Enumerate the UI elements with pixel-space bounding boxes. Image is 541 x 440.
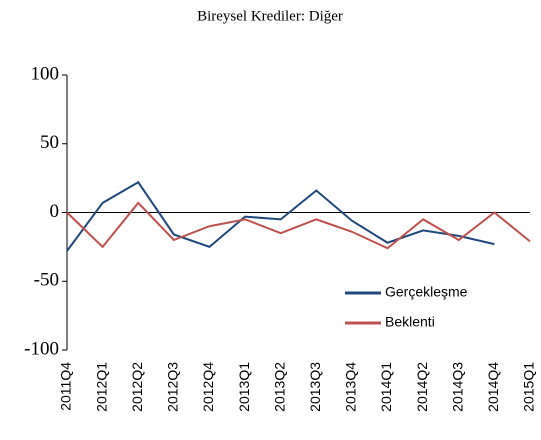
y-tick-label: 50 [40, 132, 59, 153]
x-tick-label: 2012Q1 [93, 362, 109, 412]
x-tick-label: 2014Q2 [414, 362, 430, 412]
chart-title: Bireysel Krediler: Diğer [197, 8, 343, 24]
x-tick-label: 2012Q4 [200, 362, 216, 412]
series-line [66, 201, 531, 250]
series-line [66, 180, 495, 252]
y-tick-label: -50 [34, 270, 59, 291]
y-tick-label: 0 [50, 201, 60, 222]
y-tick-label: -100 [24, 338, 59, 359]
legend-label: Gerçekleşme [385, 284, 468, 300]
x-tick-label: 2013Q4 [343, 362, 359, 412]
x-tick-label: 2012Q3 [165, 362, 181, 412]
x-tick-label: 2015Q1 [521, 362, 537, 412]
x-tick-label: 2014Q4 [485, 362, 501, 412]
x-tick-label: 2012Q2 [129, 362, 145, 412]
x-tick-label: 2013Q3 [307, 362, 323, 412]
x-tick-label: 2011Q4 [58, 362, 74, 411]
x-tick-label: 2014Q3 [449, 362, 465, 412]
legend-label: Beklenti [385, 314, 435, 330]
x-tick-label: 2013Q2 [271, 362, 287, 412]
x-tick-label: 2013Q1 [236, 362, 252, 412]
y-tick-label: 100 [31, 63, 60, 84]
x-tick-label: 2014Q1 [378, 362, 394, 412]
